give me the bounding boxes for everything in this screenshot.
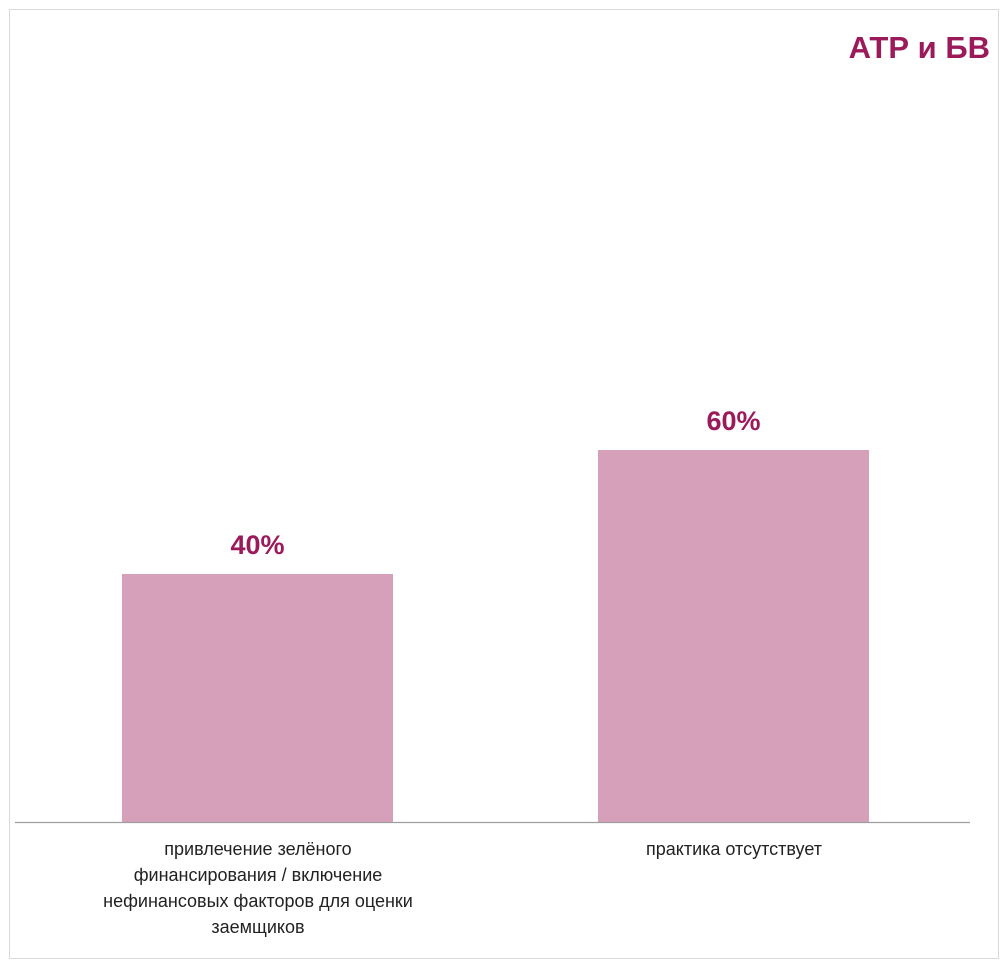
chart-title: АТР и БВ [848, 30, 990, 65]
bar-plot: 40% 60% [15, 406, 970, 824]
category-label-1: практика отсутствует [646, 839, 822, 859]
chart-frame: АТР и БВ 40% 60% привлечение зелёного фин… [9, 9, 999, 959]
bar-value-label-0: 40% [230, 530, 284, 560]
bar-0 [122, 574, 393, 822]
category-label-0: привлечение зелёного финансирования / вк… [103, 839, 413, 937]
bar-value-label-1: 60% [706, 406, 760, 436]
bar-1 [598, 450, 869, 822]
